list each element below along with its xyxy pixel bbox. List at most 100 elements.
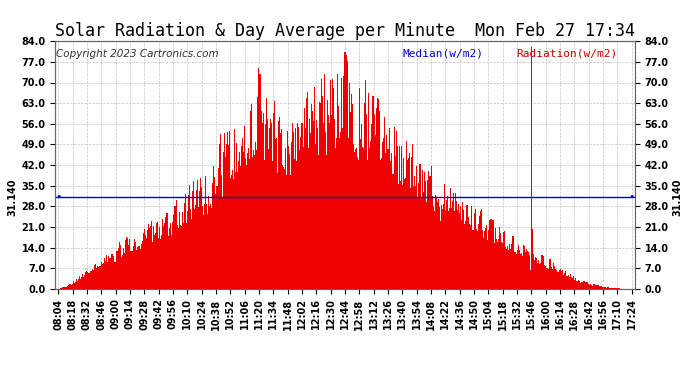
- Bar: [544, 265, 545, 289]
- Bar: [581, 282, 582, 289]
- Bar: [531, 47, 532, 289]
- Bar: [223, 152, 224, 289]
- Bar: [566, 276, 568, 289]
- Bar: [613, 288, 614, 289]
- Bar: [150, 226, 151, 289]
- Bar: [532, 229, 533, 289]
- Bar: [420, 164, 422, 289]
- Bar: [422, 170, 424, 289]
- Bar: [606, 288, 607, 289]
- Bar: [221, 197, 223, 289]
- Bar: [481, 209, 482, 289]
- Bar: [522, 245, 524, 289]
- Bar: [409, 153, 410, 289]
- Bar: [249, 159, 250, 289]
- Bar: [467, 205, 469, 289]
- Bar: [312, 111, 313, 289]
- Bar: [277, 174, 278, 289]
- Bar: [153, 226, 154, 289]
- Bar: [519, 250, 520, 289]
- Bar: [158, 238, 159, 289]
- Bar: [171, 235, 172, 289]
- Bar: [497, 242, 498, 289]
- Bar: [392, 174, 393, 289]
- Bar: [402, 184, 403, 289]
- Bar: [573, 276, 574, 289]
- Bar: [149, 228, 150, 289]
- Bar: [535, 257, 536, 289]
- Bar: [529, 255, 530, 289]
- Bar: [395, 131, 397, 289]
- Bar: [264, 124, 266, 289]
- Bar: [240, 166, 241, 289]
- Bar: [282, 165, 283, 289]
- Bar: [580, 283, 581, 289]
- Bar: [300, 137, 302, 289]
- Bar: [411, 157, 412, 289]
- Bar: [172, 222, 173, 289]
- Bar: [369, 148, 370, 289]
- Bar: [203, 215, 204, 289]
- Bar: [373, 96, 374, 289]
- Bar: [67, 286, 68, 289]
- Bar: [524, 252, 526, 289]
- Bar: [405, 178, 406, 289]
- Bar: [86, 271, 88, 289]
- Bar: [539, 264, 540, 289]
- Bar: [541, 255, 542, 289]
- Bar: [192, 191, 193, 289]
- Bar: [576, 280, 577, 289]
- Bar: [330, 80, 331, 289]
- Bar: [243, 152, 244, 289]
- Bar: [400, 180, 401, 289]
- Bar: [118, 248, 119, 289]
- Bar: [247, 153, 248, 289]
- Bar: [320, 103, 321, 289]
- Bar: [187, 211, 188, 289]
- Bar: [235, 172, 236, 289]
- Bar: [286, 175, 287, 289]
- Bar: [427, 180, 428, 289]
- Bar: [362, 147, 363, 289]
- Bar: [609, 288, 610, 289]
- Bar: [244, 126, 245, 289]
- Bar: [332, 79, 333, 289]
- Bar: [498, 239, 499, 289]
- Bar: [435, 198, 437, 289]
- Bar: [337, 74, 338, 289]
- Bar: [308, 119, 310, 289]
- Bar: [100, 266, 101, 289]
- Text: Copyright 2023 Cartronics.com: Copyright 2023 Cartronics.com: [57, 49, 219, 58]
- Bar: [556, 270, 558, 289]
- Bar: [124, 253, 126, 289]
- Bar: [238, 161, 239, 289]
- Bar: [141, 241, 143, 289]
- Bar: [542, 255, 543, 289]
- Bar: [562, 275, 564, 289]
- Bar: [152, 242, 153, 289]
- Bar: [536, 258, 537, 289]
- Bar: [211, 208, 213, 289]
- Bar: [310, 104, 312, 289]
- Bar: [234, 129, 235, 289]
- Bar: [441, 205, 442, 289]
- Bar: [328, 115, 329, 289]
- Bar: [354, 152, 355, 289]
- Bar: [164, 223, 166, 289]
- Bar: [68, 285, 69, 289]
- Bar: [584, 281, 585, 289]
- Bar: [431, 196, 433, 289]
- Bar: [326, 155, 327, 289]
- Bar: [170, 223, 171, 289]
- Bar: [583, 281, 584, 289]
- Bar: [407, 160, 408, 289]
- Bar: [137, 246, 139, 289]
- Bar: [219, 134, 221, 289]
- Bar: [83, 277, 84, 289]
- Bar: [491, 219, 492, 289]
- Bar: [429, 176, 431, 289]
- Bar: [499, 227, 500, 289]
- Bar: [560, 271, 562, 289]
- Bar: [569, 277, 570, 289]
- Bar: [295, 128, 297, 289]
